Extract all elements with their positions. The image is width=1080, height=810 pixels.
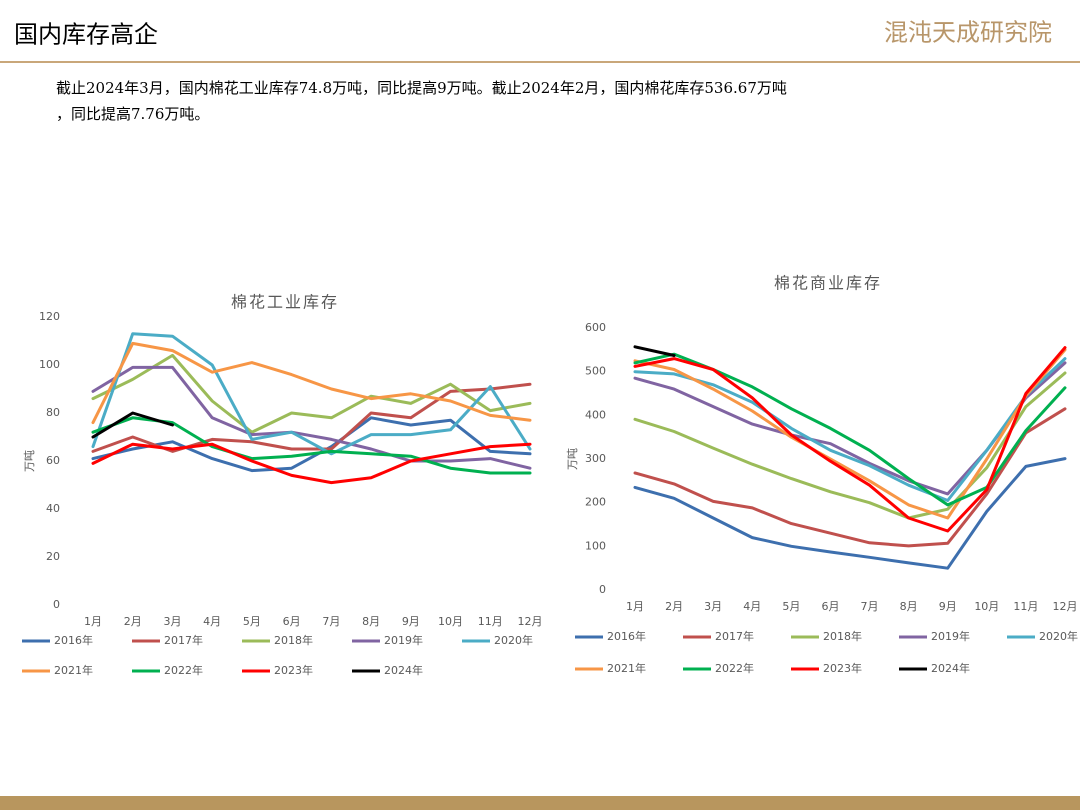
paragraph-line: ，同比提高7.76万吨。 — [56, 105, 209, 123]
series-line — [91, 411, 174, 439]
series-line — [633, 345, 676, 357]
legend-label: 2023年 — [274, 663, 313, 677]
legend-label: 2024年 — [931, 661, 970, 675]
y-tick-label: 40 — [46, 502, 60, 515]
x-tick-label: 6月 — [821, 600, 839, 613]
y-tick-label: 500 — [585, 365, 606, 378]
series-line — [91, 353, 532, 434]
x-tick-label: 9月 — [939, 600, 957, 613]
x-tick-label: 6月 — [283, 615, 301, 628]
x-tick-label: 4月 — [203, 615, 221, 628]
y-tick-label: 20 — [46, 550, 60, 563]
series-line — [633, 407, 1067, 548]
y-tick-label: 60 — [46, 454, 60, 467]
legend-label: 2021年 — [607, 661, 646, 675]
legend-label: 2024年 — [384, 663, 423, 677]
chart-title: 棉花商业库存 — [774, 274, 882, 293]
footer-bar — [0, 796, 1080, 810]
x-tick-label: 9月 — [402, 615, 420, 628]
paragraph-line: 截止2024年3月，国内棉花工业库存74.8万吨，同比提高9万吨。截止2024年… — [56, 79, 787, 97]
series-line — [633, 457, 1067, 570]
series-line — [633, 357, 1067, 502]
x-tick-label: 2月 — [665, 600, 683, 613]
series-line — [91, 332, 532, 456]
y-tick-label: 600 — [585, 321, 606, 334]
x-tick-label: 12月 — [1053, 600, 1078, 613]
x-tick-label: 8月 — [900, 600, 918, 613]
y-tick-label: 300 — [585, 452, 606, 465]
x-tick-label: 8月 — [362, 615, 380, 628]
x-tick-label: 10月 — [438, 615, 463, 628]
series-line — [91, 416, 532, 473]
x-tick-label: 7月 — [322, 615, 340, 628]
x-tick-label: 5月 — [243, 615, 261, 628]
y-tick-label: 80 — [46, 406, 60, 419]
series-line — [633, 346, 1067, 533]
series-line — [91, 365, 532, 470]
x-tick-label: 7月 — [861, 600, 879, 613]
series-line — [633, 348, 1067, 520]
chart-title: 棉花工业库存 — [231, 293, 339, 312]
x-tick-label: 1月 — [626, 600, 644, 613]
x-tick-label: 5月 — [782, 600, 800, 613]
y-tick-label: 120 — [39, 310, 60, 323]
legend-label: 2020年 — [1039, 629, 1078, 643]
series-line — [633, 371, 1067, 520]
legend-label: 2017年 — [164, 633, 203, 647]
legend-label: 2021年 — [54, 663, 93, 677]
legend-label: 2016年 — [607, 629, 646, 643]
x-tick-label: 10月 — [974, 600, 999, 613]
x-tick-label: 2月 — [124, 615, 142, 628]
y-tick-label: 0 — [53, 598, 60, 611]
legend-label: 2020年 — [494, 633, 533, 647]
logo: 混沌天成研究院 — [884, 19, 1052, 47]
legend-label: 2017年 — [715, 629, 754, 643]
x-tick-label: 4月 — [743, 600, 761, 613]
x-tick-label: 3月 — [163, 615, 181, 628]
y-tick-label: 400 — [585, 408, 606, 421]
legend-label: 2019年 — [384, 633, 423, 647]
legend-label: 2023年 — [823, 661, 862, 675]
x-tick-label: 12月 — [518, 615, 543, 628]
legend-label: 2022年 — [715, 661, 754, 675]
x-tick-label: 11月 — [1013, 600, 1038, 613]
legend-label: 2018年 — [274, 633, 313, 647]
legend-label: 2022年 — [164, 663, 203, 677]
y-axis-label: 万吨 — [23, 450, 36, 472]
x-tick-label: 11月 — [478, 615, 503, 628]
legend-label: 2019年 — [931, 629, 970, 643]
series-line — [91, 442, 532, 485]
y-tick-label: 200 — [585, 496, 606, 509]
legend-label: 2018年 — [823, 629, 862, 643]
series-line — [91, 341, 532, 425]
y-axis-label: 万吨 — [566, 448, 579, 470]
slide-title: 国内库存高企 — [14, 21, 158, 49]
y-tick-label: 100 — [585, 539, 606, 552]
x-tick-label: 3月 — [704, 600, 722, 613]
x-tick-label: 1月 — [84, 615, 102, 628]
y-tick-label: 100 — [39, 358, 60, 371]
legend-label: 2016年 — [54, 633, 93, 647]
y-tick-label: 0 — [599, 583, 606, 596]
